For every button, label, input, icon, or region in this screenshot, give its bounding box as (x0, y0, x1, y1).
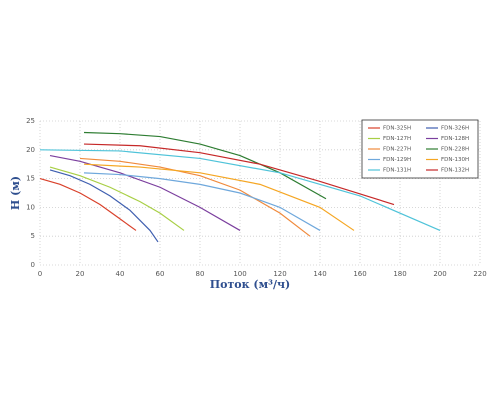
y-tick-label: 5 (31, 232, 35, 240)
legend-label: FDN-132H (441, 168, 469, 174)
series-line (79, 157, 311, 237)
series-line (39, 178, 137, 231)
x-tick-label: 180 (393, 270, 406, 278)
x-tick-label: 40 (116, 270, 125, 278)
legend-box (361, 119, 479, 179)
y-tick-label: 15 (26, 175, 35, 183)
x-tick-label: 120 (273, 270, 286, 278)
legend-label: FDN-228H (441, 147, 469, 153)
y-tick-label: 0 (31, 261, 35, 269)
legend-label: FDN-128H (441, 136, 469, 142)
legend-label: FDN-325H (383, 126, 411, 132)
series-line (39, 149, 441, 231)
series-line (83, 143, 395, 206)
x-tick-label: 200 (433, 270, 446, 278)
series-line (83, 172, 321, 231)
legend-label: FDN-129H (383, 157, 411, 163)
series-line (49, 166, 185, 231)
legend-label: FDN-227H (383, 147, 411, 153)
legend-label: FDN-131H (383, 168, 411, 174)
series-line (83, 163, 355, 231)
x-tick-label: 220 (473, 270, 486, 278)
y-tick-label: 20 (26, 146, 35, 154)
x-tick-label: 100 (233, 270, 246, 278)
x-axis-label: Поток (м³/ч) (210, 278, 291, 291)
y-tick-label: 10 (26, 203, 35, 211)
legend-label: FDN-127H (383, 136, 411, 142)
y-tick-label: 25 (26, 117, 35, 125)
legend-label: FDN-130H (441, 157, 469, 163)
legend-label: FDN-326H (441, 126, 469, 132)
x-tick-label: 140 (313, 270, 326, 278)
series-line (49, 154, 241, 231)
x-tick-label: 20 (76, 270, 85, 278)
series-line (49, 169, 159, 243)
x-tick-label: 0 (38, 270, 42, 278)
x-tick-label: 80 (196, 270, 205, 278)
x-tick-label: 160 (353, 270, 366, 278)
y-axis-label: H (м) (9, 176, 22, 210)
x-tick-label: 60 (156, 270, 165, 278)
